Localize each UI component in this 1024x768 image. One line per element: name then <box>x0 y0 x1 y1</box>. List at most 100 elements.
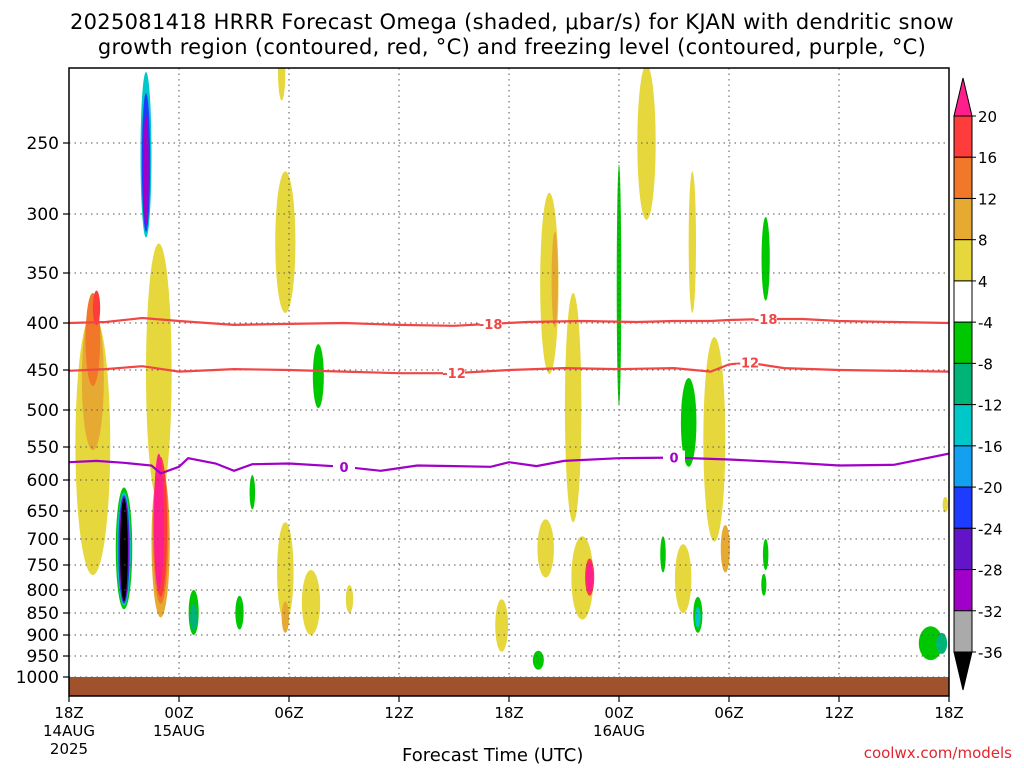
chart-title-line1: 2025081418 HRRR Forecast Omega (shaded, … <box>69 10 954 34</box>
colorbar-segment <box>953 197 973 241</box>
contour-label-bg <box>443 366 465 381</box>
contour-label: -12 <box>736 356 760 371</box>
contour-label-bg <box>754 312 777 326</box>
omega-blob <box>120 498 128 602</box>
omega-blob <box>495 599 509 652</box>
omega-blob <box>190 603 198 631</box>
y-tick-label: 550 <box>27 438 59 458</box>
contour-line <box>69 452 949 475</box>
colorbar-segment <box>953 569 973 612</box>
omega-shading <box>75 68 949 670</box>
x-tick-label: 18Z <box>54 704 83 722</box>
x-tick-label: 06Z <box>274 704 303 722</box>
y-tick-label: 450 <box>27 361 59 381</box>
omega-blob <box>720 525 730 573</box>
omega-blob <box>143 114 149 226</box>
colorbar-label: -24 <box>978 520 1003 538</box>
colorbar-label: -4 <box>978 314 993 332</box>
credit-text: coolwx.com/models <box>863 744 1012 762</box>
colorbar-label: -36 <box>978 644 1003 662</box>
chart-title: 2025081418 HRRR Forecast Omega (shaded, … <box>0 10 1024 60</box>
colorbar-label: -32 <box>978 603 1003 621</box>
x-tick-label: 18Z <box>934 704 963 722</box>
colorbar-segment <box>953 115 973 158</box>
contour-label-bg <box>663 450 685 465</box>
x-tick-label: 00Z <box>604 704 633 722</box>
omega-blob <box>942 497 949 513</box>
x-tick-date: 15AUG <box>153 722 205 740</box>
omega-blob <box>532 650 544 670</box>
ground-bar <box>69 677 949 696</box>
colorbar-label: 12 <box>978 190 997 208</box>
colorbar-segment <box>953 486 973 529</box>
contour-label-bg <box>479 316 502 331</box>
x-tick-date: 16AUG <box>593 722 645 740</box>
colorbar-segment <box>953 404 973 447</box>
contour-lines: -18 -18 -12 -12 0 0 <box>69 312 949 476</box>
x-axis-label: Forecast Time (UTC) <box>402 745 584 766</box>
colorbar: 20 16 12 8 4 -4 -8 -12 -16 -20 -24 -28 -32 -36 <box>953 77 1003 691</box>
omega-blob <box>703 337 726 542</box>
omega-blob <box>674 544 692 613</box>
y-tick-label: 900 <box>27 626 59 646</box>
omega-blob <box>616 164 622 406</box>
colorbar-label: -16 <box>978 438 1003 456</box>
omega-blob <box>936 632 948 654</box>
omega-blob <box>918 626 943 661</box>
colorbar-segment <box>953 321 973 364</box>
omega-blob <box>281 601 290 633</box>
colorbar-segment <box>953 362 973 406</box>
omega-blob <box>92 290 101 326</box>
y-tick-label: 850 <box>27 604 59 624</box>
x-tick-year: 2025 <box>50 740 88 758</box>
colorbar-segment <box>953 239 973 282</box>
omega-blob <box>660 536 666 573</box>
x-tick-label: 00Z <box>164 704 193 722</box>
y-tick-label: 600 <box>27 471 59 491</box>
colorbar-label: 8 <box>978 232 988 250</box>
y-tick-label: 1000 <box>16 668 59 688</box>
omega-blob <box>153 453 164 590</box>
y-tick-label: 800 <box>27 581 59 601</box>
x-tick-label: 12Z <box>384 704 413 722</box>
y-tick-label: 500 <box>27 401 59 421</box>
y-axis: 2503003504004505005506006507007508008509… <box>16 134 69 688</box>
x-tick-label: 18Z <box>494 704 523 722</box>
omega-blob <box>312 344 324 409</box>
x-tick-date: 14AUG <box>43 722 95 740</box>
y-tick-label: 750 <box>27 556 59 576</box>
y-tick-label: 400 <box>27 314 59 334</box>
omega-blob <box>761 216 770 301</box>
omega-blob <box>551 231 559 328</box>
colorbar-max-triangle <box>953 77 973 117</box>
colorbar-label: 16 <box>978 149 997 167</box>
y-tick-label: 650 <box>27 502 59 522</box>
contour-line <box>69 316 949 327</box>
omega-blob <box>249 475 256 510</box>
omega-blob <box>571 536 594 620</box>
omega-blob <box>688 171 696 313</box>
y-tick-label: 350 <box>27 264 59 284</box>
y-tick-label: 250 <box>27 134 59 154</box>
omega-blob <box>146 243 172 502</box>
omega-blob <box>345 585 354 613</box>
colorbar-min-triangle <box>953 651 973 691</box>
omega-blob <box>761 573 767 596</box>
colorbar-label: -20 <box>978 479 1003 497</box>
y-tick-label: 300 <box>27 205 59 225</box>
colorbar-segment <box>953 156 973 199</box>
omega-blob <box>301 570 321 635</box>
y-tick-label: 950 <box>27 647 59 667</box>
contour-label: 0 <box>669 452 678 467</box>
x-tick-label: 12Z <box>824 704 853 722</box>
omega-blob <box>537 519 554 578</box>
omega-blob <box>637 68 656 220</box>
omega-blob <box>680 378 697 467</box>
y-tick-label: 700 <box>27 530 59 550</box>
omega-blob <box>762 539 769 570</box>
colorbar-label: -28 <box>978 562 1003 580</box>
contour-label: -18 <box>754 313 778 328</box>
omega-blob <box>586 562 594 593</box>
